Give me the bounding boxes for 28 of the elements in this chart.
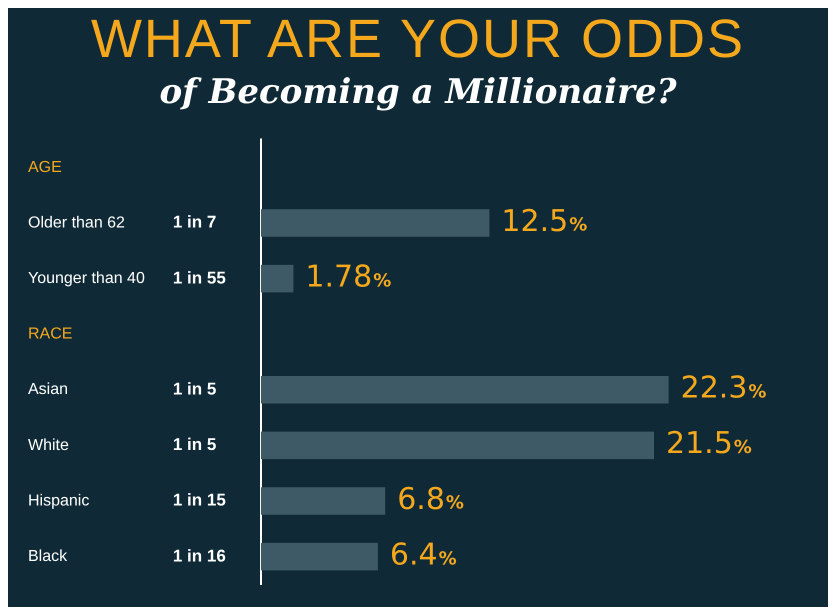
chart-title: WHAT ARE YOUR ODDS xyxy=(90,8,746,70)
y-tick-label: Asian xyxy=(28,381,68,398)
data-label: 12.5% xyxy=(501,204,588,239)
bar xyxy=(260,209,490,237)
y-tick-label: Younger than 40 xyxy=(28,270,145,288)
text: 1 in 55 xyxy=(172,268,226,288)
text: 1 in 5 xyxy=(172,435,216,454)
bar xyxy=(260,432,654,460)
data-label: 6.4% xyxy=(390,537,457,572)
data-label: 1.78% xyxy=(305,259,392,294)
y-tick-label: RACE xyxy=(28,326,72,343)
bar xyxy=(260,264,294,292)
text: 1 in 16 xyxy=(172,546,226,566)
data-label: 21.5% xyxy=(666,426,752,462)
chart-subtitle: of Becoming a Millionaire? xyxy=(158,71,678,114)
bar xyxy=(260,487,386,515)
text: 1 in 7 xyxy=(172,212,216,232)
bar xyxy=(260,542,378,570)
y-tick-label: Hispanic xyxy=(28,492,90,510)
y-tick-label: White xyxy=(28,436,69,454)
bar xyxy=(260,376,669,404)
y-tick-label: Older than 62 xyxy=(28,214,126,232)
y-tick-label: Black xyxy=(28,548,68,566)
data-label: 22.3% xyxy=(680,370,766,406)
data-label: 6.8% xyxy=(397,482,464,517)
text: 1 in 15 xyxy=(172,490,226,510)
y-tick-label: AGE xyxy=(28,158,62,176)
text: 1 in 5 xyxy=(172,379,216,398)
